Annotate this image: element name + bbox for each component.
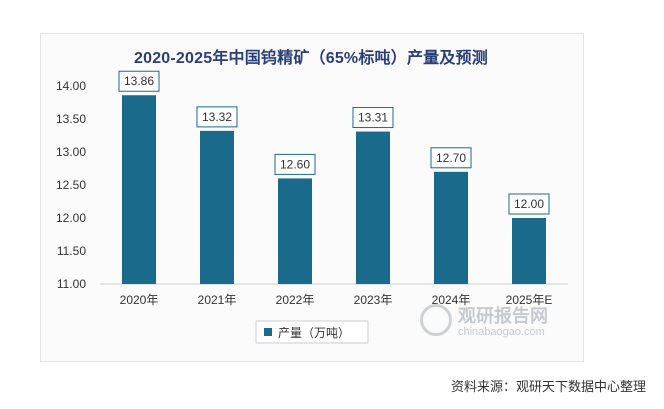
- bar: [356, 131, 390, 284]
- y-tick-label: 14.00: [56, 79, 86, 93]
- data-label: 12.60: [280, 157, 310, 171]
- bar: [512, 218, 546, 284]
- bar: [434, 171, 468, 284]
- data-label-box: [118, 70, 160, 92]
- data-label: 12.70: [436, 151, 466, 165]
- watermark: 观研报告网 chinabaogao.com: [412, 300, 582, 344]
- legend-box: [255, 320, 369, 344]
- watermark-site: chinabaogao.com: [458, 326, 545, 338]
- y-tick-label: 13.00: [56, 145, 86, 159]
- source-note: 资料来源：观研天下数据中心整理: [450, 379, 646, 394]
- data-label-box: [274, 153, 316, 175]
- x-tick-label: 2023年: [354, 293, 393, 307]
- x-tick-label: 2025年E: [506, 293, 553, 307]
- x-tick-label: 2020年: [120, 293, 159, 307]
- y-tick-label: 11.00: [57, 277, 86, 291]
- bar: [122, 95, 156, 285]
- data-label-box: [196, 106, 238, 128]
- legend-label: 产量（万吨）: [278, 326, 350, 340]
- data-label: 13.86: [124, 74, 154, 88]
- data-label-box: [508, 193, 550, 215]
- chart-title: 2020-2025年中国钨精矿（65%标吨）产量及预测: [134, 50, 488, 67]
- y-tick-label: 12.50: [56, 178, 86, 192]
- watermark-logo-icon: [420, 304, 452, 336]
- data-label: 12.00: [514, 197, 544, 211]
- y-tick-label: 13.50: [56, 112, 86, 126]
- bar: [200, 130, 234, 284]
- y-tick-label: 11.50: [57, 244, 86, 258]
- watermark-brand: 观研报告网: [458, 306, 548, 326]
- y-tick-label: 12.00: [56, 211, 86, 225]
- bar: [278, 178, 312, 284]
- legend-swatch: [264, 328, 272, 336]
- x-tick-label: 2024年: [432, 293, 471, 307]
- data-label-box: [352, 107, 394, 129]
- x-tick-label: 2021年: [198, 293, 237, 307]
- data-label: 13.31: [358, 111, 388, 125]
- x-tick-label: 2022年: [276, 293, 315, 307]
- data-label-box: [430, 147, 472, 169]
- data-label: 13.32: [202, 110, 232, 124]
